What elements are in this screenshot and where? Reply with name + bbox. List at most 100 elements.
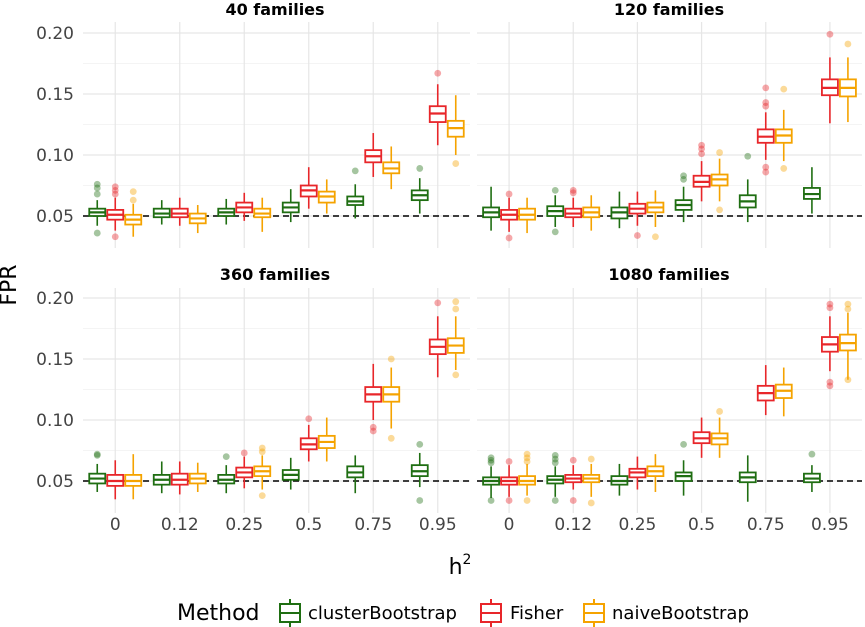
outlier-point [416,441,424,448]
box-naiveBootstrap-0 [124,188,143,237]
outlier-point [452,371,460,379]
box-naiveBootstrap-0.5 [710,149,729,214]
panel-title-1080-families: 1080 families [608,265,729,284]
outlier-point [505,458,513,465]
box-clusterBootstrap-0.5 [674,172,693,223]
outlier-point [569,497,577,504]
outlier-point [416,497,424,504]
box-Fisher-0.5 [299,167,318,209]
y-tick-label: 0.20 [36,289,74,309]
x-axis-title: h2 [449,552,472,580]
x-tick-label: 0.95 [811,515,849,535]
outlier-point [551,451,559,459]
box-naiveBootstrap-0.75 [774,367,793,417]
box-Fisher-0.95 [821,30,839,124]
box-clusterBootstrap-0.75 [738,152,757,223]
box-clusterBootstrap-0 [88,450,107,492]
x-tick-label: 0.25 [225,515,263,535]
y-tick-label: 0.20 [36,24,74,44]
box-Fisher-0.5 [692,141,711,202]
outlier-point [452,305,460,313]
outlier-point [129,196,137,204]
outlier-point [452,298,460,306]
x-tick-label: 0.12 [554,515,592,535]
outlier-point [111,190,119,198]
outlier-point [844,300,852,308]
outlier-point [523,497,531,504]
y-tick-labels: 0.05 0.10 0.15 0.20 0.05 0.10 0.15 0.20 [36,24,74,492]
outlier-point [698,141,705,149]
outlier-point [826,304,834,312]
box-clusterBootstrap-0.12 [546,186,565,236]
outlier-point [698,145,705,153]
box-Fisher-0.5 [692,417,711,458]
box-naiveBootstrap-0 [124,454,143,500]
outlier-point [762,163,770,171]
box-naiveBootstrap-0.12 [188,205,207,234]
outlier-point [505,234,513,242]
panel-title-120-families: 120 families [614,0,724,19]
outlier-point [93,451,101,459]
x-tick-label: 0.75 [354,515,392,535]
box-Fisher-0.25 [628,456,647,490]
outlier-point [452,160,460,167]
outlier-point [698,150,705,158]
x-tick-label: 0.12 [161,515,199,535]
box-Fisher-0 [500,190,518,242]
box-Fisher-0 [500,458,518,504]
x-axis-title-superscript: 2 [463,552,472,568]
box-naiveBootstrap-0.75 [774,85,793,172]
outlier-point [716,206,723,214]
box-naiveBootstrap-0.75 [382,355,401,442]
x-tick-label: 0 [504,515,515,535]
outlier-point [551,228,559,236]
outlier-point [369,423,377,431]
panel-120-families [477,22,862,248]
box-clusterBootstrap-0.25 [610,463,629,496]
x-tick-label: 0.75 [747,515,785,535]
outlier-point [416,165,424,172]
outlier-point [351,167,359,175]
legend-key-clusterBootstrap [279,599,301,627]
panel-1080-families [477,288,862,513]
y-tick-label: 0.10 [36,411,74,431]
x-tick-label: 0.95 [419,515,457,535]
outlier-point [680,441,687,448]
box-clusterBootstrap-0.5 [674,441,693,496]
box-clusterBootstrap-0.95 [410,441,429,504]
box-naiveBootstrap-0.75 [382,146,401,190]
outlier-point [826,378,834,386]
outlier-point [808,450,816,458]
outlier-point [551,455,559,463]
legend-label-Fisher: Fisher [510,603,564,624]
outlier-point [523,454,531,462]
outlier-point [93,184,101,192]
box-naiveBootstrap-0.25 [646,190,665,241]
outlier-point [716,149,723,156]
outlier-point [551,186,559,194]
outlier-point [487,497,495,504]
outlier-point [826,382,834,390]
legend-title: Method [177,601,260,626]
outlier-point [634,232,641,239]
box-naiveBootstrap-0.95 [446,95,465,167]
box-naiveBootstrap-0.5 [710,408,729,458]
box-Fisher-0.95 [428,69,447,146]
box-clusterBootstrap-0.75 [346,167,365,219]
box-Fisher-0.12 [564,456,583,504]
outlier-point [551,459,559,467]
outlier-point [762,99,770,106]
outlier-point [569,456,577,464]
box-clusterBootstrap-0.95 [803,450,821,492]
box-clusterBootstrap-0.12 [152,461,171,494]
outlier-point [587,455,595,463]
box-Fisher-0.95 [821,300,839,390]
box-clusterBootstrap-0.75 [738,455,757,502]
outlier-point [505,497,513,504]
outlier-point [240,449,248,457]
box-Fisher-0.12 [170,197,189,226]
panel-title-40-families: 40 families [225,0,324,19]
box-clusterBootstrap-0.25 [217,453,236,494]
box-naiveBootstrap-0.25 [253,197,272,232]
